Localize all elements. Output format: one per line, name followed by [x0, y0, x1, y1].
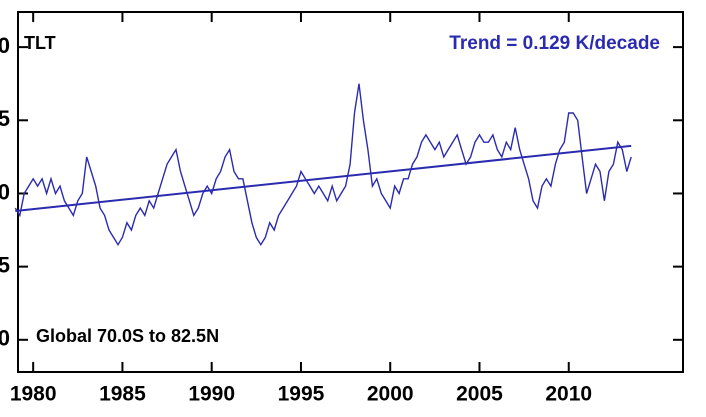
y-tick-label: 1.0 [0, 33, 10, 58]
x-tick-label: 2000 [367, 383, 414, 406]
x-tick-label: 2005 [456, 383, 503, 406]
x-tick-label: 1985 [99, 383, 146, 406]
x-tick-label: 2010 [545, 383, 592, 406]
region-label: Global 70.0S to 82.5N [36, 326, 219, 346]
data-line [14, 83, 632, 247]
y-tick-label: 0.5 [0, 106, 10, 131]
x-tick-label: 1995 [278, 383, 325, 406]
trend-label: Trend = 0.129 K/decade [449, 33, 660, 54]
y-tick-label: 0.0 [0, 179, 10, 204]
plot-frame [17, 11, 684, 373]
series-label: TLT [24, 33, 56, 53]
y-tick-label: -1.0 [0, 326, 10, 351]
x-tick-label: 1980 [10, 383, 57, 406]
x-tick-label: 1990 [188, 383, 235, 406]
trend-line [15, 144, 632, 212]
y-tick-label: -0.5 [0, 252, 10, 277]
